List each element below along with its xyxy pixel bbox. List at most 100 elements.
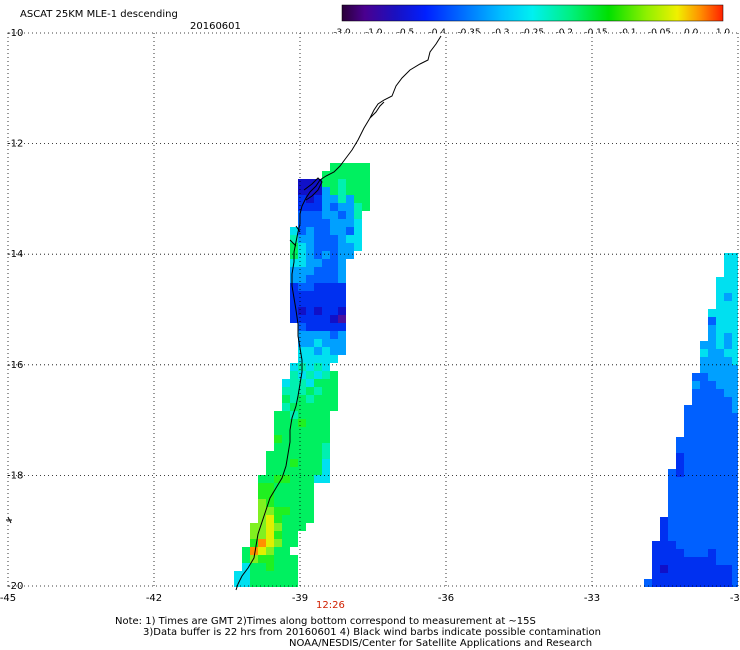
swath-cell <box>322 267 330 275</box>
swath-cell <box>700 453 708 461</box>
swath-cell <box>338 267 346 275</box>
swath-cell <box>732 421 738 429</box>
swath-cell <box>732 317 738 325</box>
swath-cell <box>652 549 660 557</box>
swath-cell <box>732 405 738 413</box>
swath-cell <box>724 389 732 397</box>
swath-cell <box>274 435 282 443</box>
swath-cell <box>724 573 732 581</box>
swath-cell <box>322 443 330 451</box>
swath-cell <box>716 541 724 549</box>
swath-cell <box>290 459 298 467</box>
swath-cell <box>330 211 338 219</box>
swath-cell <box>354 235 362 243</box>
swath-cell <box>290 387 298 395</box>
swath-cell <box>322 419 330 427</box>
swath-cell <box>660 525 668 533</box>
swath-cell <box>338 307 346 315</box>
swath-cell <box>338 259 346 267</box>
swath-cell <box>676 579 684 587</box>
swath-cell <box>338 235 346 243</box>
pass-time: 12:26 <box>316 600 345 611</box>
swath-cell <box>708 429 716 437</box>
swath-cell <box>724 293 732 301</box>
swath-cell <box>330 195 338 203</box>
swath-cell <box>290 435 298 443</box>
swath-cell <box>708 381 716 389</box>
swath-cell <box>274 443 282 451</box>
swath-cell <box>724 445 732 453</box>
swath-cell <box>354 211 362 219</box>
swath-cell <box>298 195 306 203</box>
swath-cell <box>290 483 298 491</box>
swath-cell <box>708 317 716 325</box>
swath-cell <box>306 203 314 211</box>
swath-cell <box>692 579 700 587</box>
swath-cell <box>692 397 700 405</box>
swath-cell <box>274 539 282 547</box>
swath-cell <box>282 579 290 587</box>
swath-cell <box>242 563 250 571</box>
swath-cell <box>314 435 322 443</box>
swath-cell <box>716 413 724 421</box>
swath-cell <box>716 549 724 557</box>
swath-cell <box>306 427 314 435</box>
swath-cell <box>724 517 732 525</box>
swath-cell <box>290 499 298 507</box>
swath-east <box>644 253 738 587</box>
swath-cell <box>306 507 314 515</box>
swath-cell <box>330 387 338 395</box>
swath-cell <box>322 251 330 259</box>
swath-cell <box>306 483 314 491</box>
swath-cell <box>298 507 306 515</box>
swath-cell <box>330 395 338 403</box>
swath-cell <box>314 475 322 483</box>
swath-cell <box>716 509 724 517</box>
swath-cell <box>716 477 724 485</box>
swath-cell <box>330 331 338 339</box>
note-line-3: NOAA/NESDIS/Center for Satellite Applica… <box>289 638 592 649</box>
swath-cell <box>684 549 692 557</box>
swath-cell <box>290 515 298 523</box>
swath-cell <box>290 307 298 315</box>
swath-cell <box>338 299 346 307</box>
swath-cell <box>700 341 708 349</box>
swath-cell <box>282 555 290 563</box>
swath-cell <box>354 227 362 235</box>
swath-cell <box>314 211 322 219</box>
swath-cell <box>258 491 266 499</box>
swath-cell <box>306 219 314 227</box>
swath-cell <box>700 533 708 541</box>
swath-cell <box>282 571 290 579</box>
swath-cell <box>716 461 724 469</box>
swath-cell <box>644 579 652 587</box>
swath-cell <box>716 437 724 445</box>
swath-cell <box>298 291 306 299</box>
swath-cell <box>274 491 282 499</box>
figure-date: 20160601 <box>190 21 241 32</box>
swath-cell <box>700 381 708 389</box>
swath-cell <box>692 557 700 565</box>
swath-cell <box>298 323 306 331</box>
swath-cell <box>708 541 716 549</box>
swath-cell <box>684 517 692 525</box>
swath-cell <box>258 563 266 571</box>
swath-cell <box>298 299 306 307</box>
swath-cell <box>290 227 298 235</box>
swath-cell <box>732 429 738 437</box>
swath-cell <box>306 299 314 307</box>
swath-cell <box>338 347 346 355</box>
swath-cell <box>322 243 330 251</box>
swath-cell <box>306 283 314 291</box>
swath-cell <box>700 557 708 565</box>
swath-cell <box>652 579 660 587</box>
swath-cell <box>724 453 732 461</box>
swath-cell <box>258 571 266 579</box>
swath-cell <box>708 309 716 317</box>
lat-label: -20 <box>7 581 23 592</box>
swath-cell <box>314 323 322 331</box>
swath-cell <box>338 291 346 299</box>
lat-label: -10 <box>7 28 23 39</box>
swath-cell <box>282 427 290 435</box>
swath-cell <box>330 187 338 195</box>
